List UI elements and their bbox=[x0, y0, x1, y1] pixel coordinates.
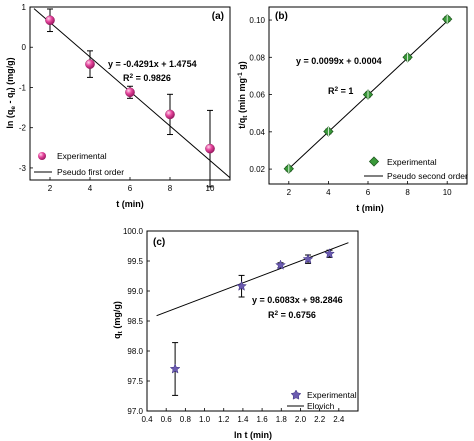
r-squared: R2 = 0.9826 bbox=[123, 73, 171, 83]
data-point bbox=[205, 143, 215, 154]
y-tick-label: 0.08 bbox=[249, 53, 265, 62]
legend: Experimental Pseudo first order bbox=[34, 151, 124, 177]
r-squared: R2 = 1 bbox=[328, 86, 353, 96]
x-tick-label: 2 bbox=[287, 188, 292, 197]
x-tick-label: 1.6 bbox=[257, 415, 269, 424]
y-tick-label: 97.5 bbox=[127, 377, 143, 386]
panel-b-marks: 2 4 6 8 10 0.02 0.04 0.06 0.08 0.10 bbox=[249, 13, 453, 197]
data-point bbox=[165, 109, 175, 120]
x-tick-label: 2 bbox=[48, 184, 53, 193]
r-squared: R2 = 0.6756 bbox=[268, 310, 316, 320]
x-tick-label: 1.4 bbox=[237, 415, 249, 424]
y-tick-label: -3 bbox=[19, 164, 27, 173]
y-tick-label: 100.0 bbox=[123, 227, 144, 236]
fit-equation: y = 0.0099x + 0.0004 bbox=[296, 56, 382, 66]
x-tick-label: 2.4 bbox=[333, 415, 345, 424]
y-tick-label: -2 bbox=[19, 124, 27, 133]
x-axis-label: t (min) bbox=[356, 203, 384, 213]
x-tick-label: 0.4 bbox=[141, 415, 153, 424]
legend: Experimental Elovich bbox=[287, 389, 357, 411]
x-tick-label: 4 bbox=[326, 188, 331, 197]
legend-sphere-marker bbox=[38, 152, 46, 160]
data-point bbox=[85, 59, 95, 69]
x-tick-label: 2.0 bbox=[295, 415, 307, 424]
data-point bbox=[45, 15, 55, 26]
x-tick-label: 1.8 bbox=[276, 415, 288, 424]
data-point bbox=[302, 253, 314, 264]
x-tick-label: 0.8 bbox=[180, 415, 192, 424]
legend: Experimental Pseudo second order bbox=[364, 156, 468, 181]
x-tick-label: 6 bbox=[366, 188, 371, 197]
x-tick-label: 1.0 bbox=[199, 415, 211, 424]
x-tick-label: 1.2 bbox=[218, 415, 230, 424]
data-point bbox=[236, 280, 247, 291]
y-tick-label: 98.5 bbox=[127, 317, 143, 326]
panel-c-elovich: 0.4 0.6 0.8 1.0 1.2 1.4 1.6 1.8 2.0 2.2 2.4 97.0 97.… bbox=[112, 227, 359, 440]
legend-diamond-marker bbox=[368, 156, 380, 167]
y-tick-label: 0 bbox=[22, 43, 27, 52]
x-tick-label: 8 bbox=[168, 184, 173, 193]
fit-equation: y = -0.4291x + 1.4754 bbox=[108, 59, 197, 69]
legend-label-experimental: Experimental bbox=[387, 157, 437, 167]
x-tick-label: 2.2 bbox=[314, 415, 326, 424]
x-tick-label: 0.6 bbox=[161, 415, 173, 424]
panel-c-marks: 0.4 0.6 0.8 1.0 1.2 1.4 1.6 1.8 2.0 2.2 2.4 97.0 97.… bbox=[123, 227, 349, 424]
x-tick-label: 6 bbox=[128, 184, 133, 193]
panel-label: (b) bbox=[275, 11, 288, 22]
y-tick-label: 0.02 bbox=[249, 165, 265, 174]
x-tick-label: 8 bbox=[405, 188, 410, 197]
data-point bbox=[275, 259, 286, 270]
y-axis-label: qt (mg/g) bbox=[112, 301, 124, 339]
panel-b-pseudo-second-order: 2 4 6 8 10 0.02 0.04 0.06 0.08 0.10 (b) y = 0.009… bbox=[237, 6, 468, 213]
y-tick-label: 99.5 bbox=[127, 257, 143, 266]
y-tick-label: 97.0 bbox=[127, 407, 143, 416]
legend-label-fit: Elovich bbox=[307, 401, 335, 411]
legend-label-experimental: Experimental bbox=[57, 151, 107, 161]
panel-label: (a) bbox=[212, 11, 224, 22]
y-axis-label: t/qt (min mg-1 g) bbox=[237, 61, 249, 128]
y-tick-label: 0.06 bbox=[249, 91, 265, 100]
y-tick-label: -1 bbox=[19, 83, 27, 92]
legend-star-marker bbox=[290, 389, 302, 400]
legend-label-fit: Pseudo second order bbox=[387, 171, 468, 181]
legend-label-experimental: Experimental bbox=[307, 390, 357, 400]
fit-equation: y = 0.6083x + 98.2846 bbox=[252, 295, 343, 305]
y-tick-label: 0.04 bbox=[249, 128, 265, 137]
x-axis-label: t (min) bbox=[116, 199, 144, 209]
data-point bbox=[125, 87, 135, 98]
y-axis-label: ln (qe - qt) (mg/g) bbox=[5, 57, 17, 128]
x-tick-label: 10 bbox=[443, 188, 452, 197]
y-tick-label: 98.0 bbox=[127, 347, 143, 356]
fit-line bbox=[156, 242, 349, 317]
y-tick-label: 99.0 bbox=[127, 287, 143, 296]
panel-label: (c) bbox=[153, 237, 165, 248]
y-tick-label: 1 bbox=[22, 3, 27, 12]
x-tick-label: 10 bbox=[206, 184, 215, 193]
legend-label-fit: Pseudo first order bbox=[57, 167, 124, 177]
data-point bbox=[169, 363, 181, 374]
x-tick-label: 4 bbox=[88, 184, 93, 193]
data-point bbox=[324, 248, 335, 259]
x-axis-label: ln t (min) bbox=[234, 430, 272, 440]
y-tick-label: 0.10 bbox=[249, 16, 265, 25]
